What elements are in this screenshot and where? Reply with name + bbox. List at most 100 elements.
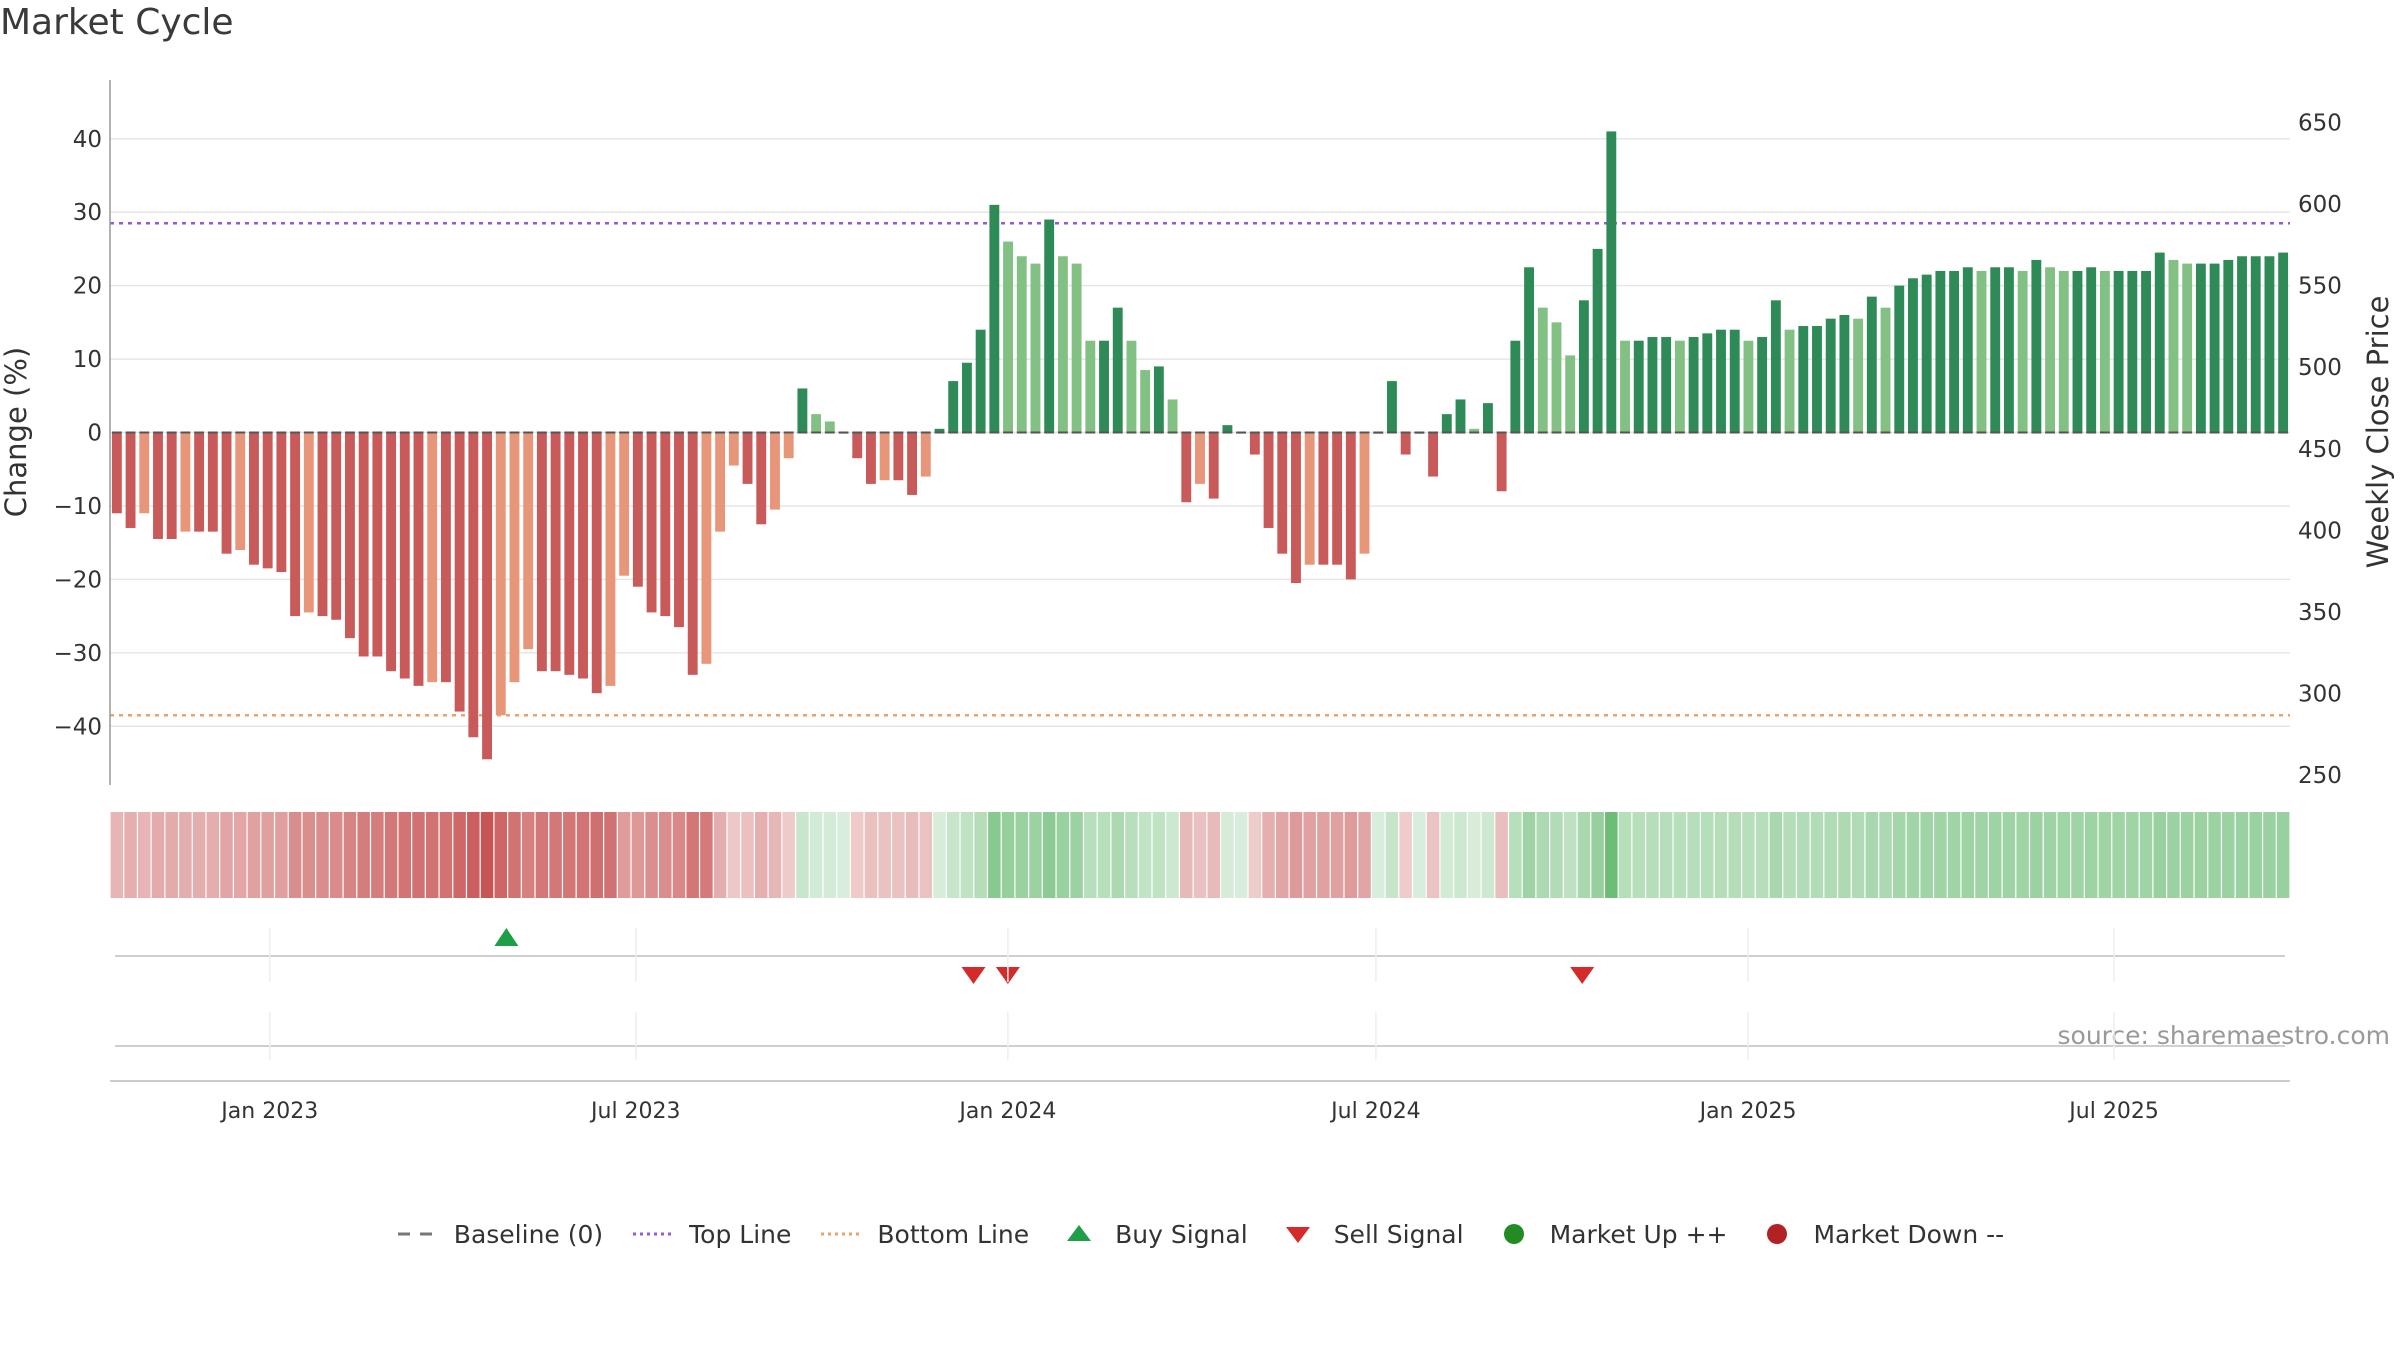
- bar: [920, 432, 931, 477]
- legend-label: Sell Signal: [1333, 1219, 1464, 1249]
- bar: [2264, 256, 2275, 433]
- bar: [125, 432, 136, 528]
- heat-cell: [1056, 812, 1070, 898]
- bar: [358, 432, 369, 657]
- bar: [1990, 267, 2001, 433]
- bar: [1359, 432, 1370, 554]
- heat-cell: [1618, 812, 1632, 898]
- heat-cell: [1097, 812, 1111, 898]
- heat-cell: [617, 812, 631, 898]
- bar: [2127, 270, 2138, 433]
- heat-cell: [1426, 812, 1440, 898]
- heat-cell: [1029, 812, 1042, 898]
- bar: [1249, 432, 1260, 455]
- heat-cell: [179, 812, 192, 898]
- bar: [413, 432, 424, 686]
- heat-cell: [1714, 812, 1728, 898]
- bar: [1633, 340, 1644, 433]
- heat-cell: [1385, 812, 1399, 898]
- heat-cell: [2071, 812, 2084, 898]
- legend-swatch: [397, 1232, 438, 1236]
- heat-cell: [1221, 812, 1234, 898]
- y-tick-label: −30: [53, 641, 102, 667]
- bar: [1908, 278, 1918, 433]
- bar: [1578, 300, 1589, 433]
- heat-cell: [2126, 812, 2139, 898]
- bar: [262, 432, 273, 569]
- heat-cell: [1467, 812, 1481, 898]
- change-bars: [111, 131, 2289, 760]
- bar: [1030, 263, 1041, 433]
- heat-cell: [1591, 812, 1604, 898]
- bar: [591, 432, 602, 694]
- bar: [2099, 270, 2110, 433]
- bar: [482, 432, 492, 760]
- bar: [427, 432, 438, 683]
- heat-cell: [2043, 812, 2057, 898]
- sell-signal-marker: [1570, 967, 1595, 984]
- bar: [1743, 340, 1754, 433]
- heat-cell: [316, 812, 329, 898]
- bar: [2154, 252, 2165, 433]
- cycle-heat-strip: [110, 812, 2290, 898]
- heat-cell: [1440, 812, 1454, 898]
- legend-label: Bottom Line: [877, 1219, 1030, 1249]
- bar: [564, 432, 575, 675]
- date-tick-label: Jan 2023: [219, 1099, 318, 1124]
- heat-cell: [686, 812, 699, 898]
- heat-cell: [165, 812, 178, 898]
- legend-item: Top Line: [631, 1220, 791, 1249]
- bar: [139, 432, 150, 514]
- heat-cell: [768, 812, 782, 898]
- bar: [1400, 432, 1411, 455]
- heat-cell: [2057, 812, 2071, 898]
- bar: [632, 432, 643, 587]
- heat-cell: [2153, 812, 2167, 898]
- heat-cell: [1248, 812, 1262, 898]
- heat-cell: [384, 812, 398, 898]
- heat-cell: [425, 812, 439, 898]
- heat-cell: [480, 812, 494, 898]
- heat-cell: [960, 812, 974, 898]
- signal-panel: [115, 928, 2285, 984]
- heat-cell: [192, 812, 206, 898]
- y-axes: 40 30 20 10 0 −10 −20 −30 −40 650 600 550 500 450 400 3…: [53, 80, 2342, 789]
- heat-cell: [371, 812, 384, 898]
- heat-cell: [755, 812, 768, 898]
- heat-cell: [590, 812, 603, 898]
- heat-cell: [645, 812, 658, 898]
- bar: [1482, 403, 1493, 433]
- legend-swatch: [1503, 1224, 1524, 1244]
- legend-item: Sell Signal: [1276, 1220, 1464, 1249]
- bar: [907, 432, 918, 495]
- heat-cell: [1673, 812, 1687, 898]
- bar: [536, 432, 547, 672]
- bar: [2278, 252, 2289, 433]
- heat-cell: [329, 812, 343, 898]
- bar: [1044, 219, 1055, 433]
- bar: [1620, 340, 1630, 433]
- heat-cell: [439, 812, 453, 898]
- y-tick-label: 20: [73, 274, 102, 300]
- heat-cell: [850, 812, 864, 898]
- heat-cell: [1276, 812, 1289, 898]
- heat-cell: [1413, 812, 1426, 898]
- bar: [1510, 340, 1521, 433]
- legend-swatch: [1767, 1224, 1788, 1244]
- bar: [1688, 337, 1699, 433]
- bar: [166, 432, 177, 539]
- heat-cell: [1879, 812, 1892, 898]
- heat-cell: [878, 812, 891, 898]
- heat-cell: [672, 812, 686, 898]
- y-tick-label: 40: [73, 127, 102, 153]
- y2-tick-label: 450: [2298, 437, 2342, 463]
- heat-cell: [151, 812, 165, 898]
- bar: [2045, 267, 2055, 433]
- heat-cell: [1577, 812, 1591, 898]
- heat-cell: [467, 812, 480, 898]
- heat-cell: [1371, 812, 1385, 898]
- heat-cell: [1180, 812, 1193, 898]
- heat-cell: [563, 812, 576, 898]
- bar: [605, 432, 616, 686]
- heat-cell: [110, 812, 124, 898]
